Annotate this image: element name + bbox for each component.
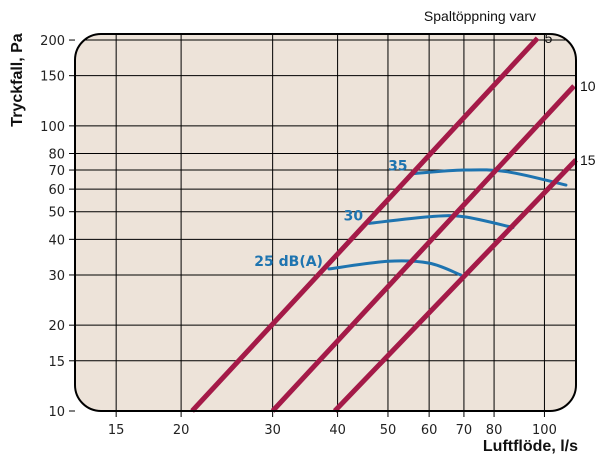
x-tick-label: 15 <box>108 423 125 438</box>
plot-frame <box>74 33 577 412</box>
x-tick-label: 40 <box>329 423 346 438</box>
sound-level-label: 25 dB(A) <box>254 254 323 270</box>
series-label: 5 <box>545 30 553 46</box>
x-tick-label: 70 <box>456 423 473 438</box>
x-tick-label: 60 <box>421 423 438 438</box>
x-axis-title: Luftflöde, l/s <box>483 438 578 455</box>
series-label: 10 <box>580 78 596 94</box>
series-line <box>190 36 540 413</box>
series-line <box>270 84 576 413</box>
y-tick-label: 100 <box>40 120 65 135</box>
y-axis-title: Tryckfall, Pa <box>9 33 26 126</box>
y-tick-label: 20 <box>48 319 65 334</box>
series-line <box>332 158 578 413</box>
y-tick-label: 30 <box>48 269 65 284</box>
y-tick-label: 15 <box>48 355 65 370</box>
y-tick-label: 150 <box>40 70 65 85</box>
y-tick-label: 200 <box>40 34 65 49</box>
sound-level-curve <box>412 168 568 187</box>
sound-level-curve <box>367 214 515 230</box>
series-title: Spaltöppning varv <box>424 8 536 24</box>
y-tick-label: 70 <box>48 164 65 179</box>
x-tick-label: 20 <box>173 423 190 438</box>
series-label: 15 <box>580 152 596 168</box>
x-tick-label: 50 <box>380 423 397 438</box>
y-tick-label: 80 <box>48 148 65 163</box>
x-tick-label: 30 <box>264 423 281 438</box>
y-tick-label: 10 <box>48 405 65 420</box>
y-tick-label: 60 <box>48 183 65 198</box>
sound-level-label: 30 <box>344 208 364 224</box>
x-tick-label: 100 <box>532 423 557 438</box>
y-tick-label: 40 <box>48 233 65 248</box>
sound-level-label: 35 <box>388 159 407 175</box>
y-tick-label: 50 <box>48 206 65 221</box>
x-tick-label: 80 <box>486 423 503 438</box>
